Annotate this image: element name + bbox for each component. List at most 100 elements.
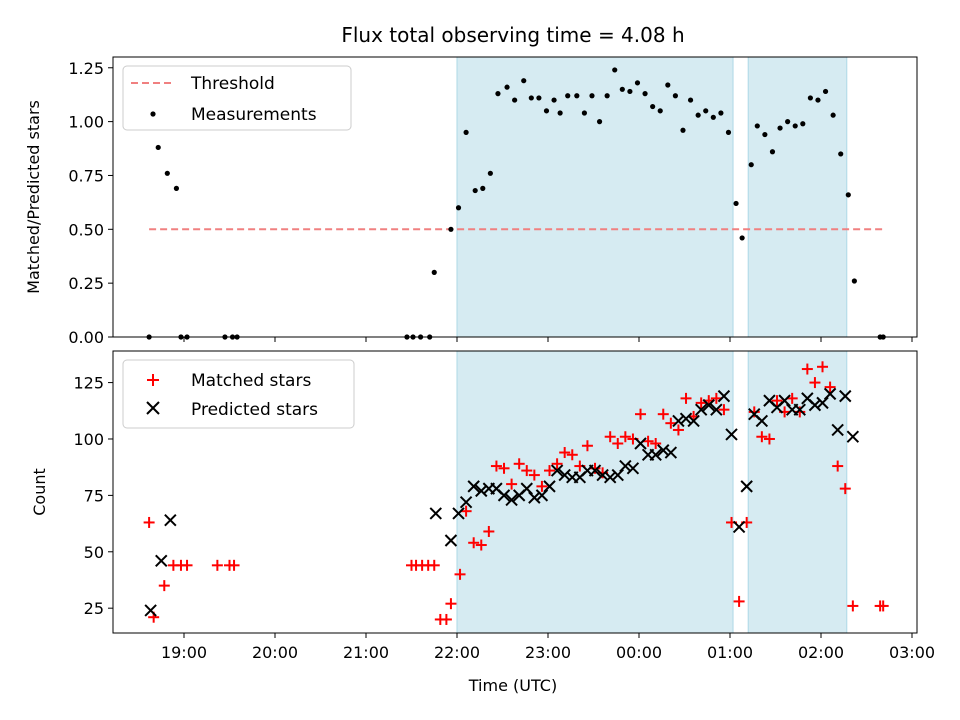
matched-star-point <box>718 404 730 416</box>
predicted-star-point <box>823 387 837 401</box>
matched-star-point <box>680 392 692 404</box>
predicted-star-point <box>619 459 632 473</box>
bottom-y-tick-label: 100 <box>73 430 104 449</box>
predicted-star-point <box>164 513 177 527</box>
measurement-point <box>581 110 588 116</box>
measurement-point <box>504 84 510 90</box>
measurement-point <box>565 93 571 99</box>
matched-star-point <box>604 431 616 443</box>
matched-star-point <box>460 505 472 517</box>
x-tick-label: 00:00 <box>616 643 662 662</box>
predicted-star-point <box>467 480 480 493</box>
bottom-y-tick-label: 25 <box>84 599 104 618</box>
matched-star-point <box>559 447 571 459</box>
measurement-point <box>164 170 170 176</box>
measurement-point <box>785 119 791 125</box>
measurement-point <box>463 129 469 135</box>
predicted-star-point <box>596 468 609 482</box>
matched-star-point <box>710 392 722 404</box>
measurement-point <box>725 129 732 135</box>
matched-star-point <box>763 433 775 445</box>
predicted-star-point <box>611 468 624 482</box>
predicted-star-point <box>816 396 829 410</box>
shaded-interval-1 <box>456 56 734 338</box>
predicted-star-point <box>672 414 685 428</box>
measurement-point <box>536 95 542 101</box>
measurement-point <box>612 67 618 73</box>
measurement-point <box>769 149 776 155</box>
predicted-star-point <box>808 398 822 412</box>
matched-star-point <box>877 600 889 612</box>
matched-star-point <box>612 437 624 449</box>
measurement-point <box>155 144 161 151</box>
matched-star-point <box>619 431 631 443</box>
top-panel: 0.00 0.25 0.50 0.75 1.00 1.25 Matched/Predict… <box>24 56 918 347</box>
measurement-point <box>680 127 686 133</box>
matched-star-point <box>672 424 684 436</box>
measurement-point <box>851 278 857 284</box>
measurement-point <box>604 93 610 99</box>
predicted-star-point <box>588 464 602 477</box>
top-legend-frame <box>122 65 352 131</box>
predicted-star-point <box>497 489 511 502</box>
top-y-axis-label: Matched/Predicted stars <box>24 100 43 294</box>
measurement-point <box>650 103 656 110</box>
measurement-point <box>551 97 557 103</box>
measurement-point <box>173 185 180 191</box>
predicted-star-point <box>550 464 564 477</box>
predicted-star-point <box>846 430 860 443</box>
bottom-y-tick-label: 50 <box>84 543 104 562</box>
top-data-marks <box>146 67 886 340</box>
measurement-point <box>521 78 527 84</box>
measurement-point <box>777 125 783 131</box>
matched-star-point <box>506 478 518 490</box>
legend-measurements-label: Measurements <box>191 105 317 125</box>
legend-predicted-label: Predicted stars <box>191 400 318 420</box>
measurement-point <box>687 97 694 103</box>
predicted-star-point <box>657 444 670 457</box>
predicted-star-point <box>603 471 617 484</box>
predicted-star-point <box>429 507 442 520</box>
matched-star-point <box>756 431 768 443</box>
top-y-tick-label: 1.25 <box>68 59 104 78</box>
predicted-star-point <box>459 495 473 509</box>
bottom-y-axis-label: Count <box>30 468 49 516</box>
x-tick-label: 19:00 <box>161 643 207 662</box>
measurement-point <box>830 112 836 118</box>
matched-star-point <box>635 408 647 420</box>
measurement-point <box>703 108 709 114</box>
matched-star-point <box>581 440 593 452</box>
predicted-star-point <box>725 428 738 441</box>
matched-star-point <box>483 525 495 537</box>
matched-star-point <box>642 435 654 447</box>
matched-star-point <box>665 417 677 429</box>
matched-star-point <box>832 460 844 472</box>
matched-star-point <box>657 408 669 420</box>
matched-star-point <box>428 559 440 571</box>
matched-star-point <box>695 397 707 409</box>
matched-star-point <box>733 595 745 607</box>
measurement-point <box>748 162 754 168</box>
measurement-point <box>596 119 603 125</box>
predicted-star-point <box>664 446 678 459</box>
predicted-star-point <box>679 412 693 425</box>
matched-star-point <box>847 600 859 612</box>
matched-star-point <box>454 568 466 580</box>
matched-star-point <box>544 465 556 477</box>
x-tick-label: 20:00 <box>252 643 298 662</box>
predicted-star-point <box>710 403 723 416</box>
matched-star-point <box>528 469 540 481</box>
measurement-point <box>807 95 813 101</box>
matched-star-point <box>468 537 480 549</box>
predicted-star-point <box>144 604 157 617</box>
measurement-point <box>815 97 821 103</box>
predicted-star-point <box>732 520 746 534</box>
matched-star-point <box>513 458 525 470</box>
matched-star-point <box>817 361 829 373</box>
measurement-point <box>495 91 501 97</box>
matched-star-point <box>536 480 548 492</box>
measurement-point <box>838 151 844 157</box>
measurement-point <box>665 82 671 88</box>
matched-star-point <box>143 516 155 528</box>
